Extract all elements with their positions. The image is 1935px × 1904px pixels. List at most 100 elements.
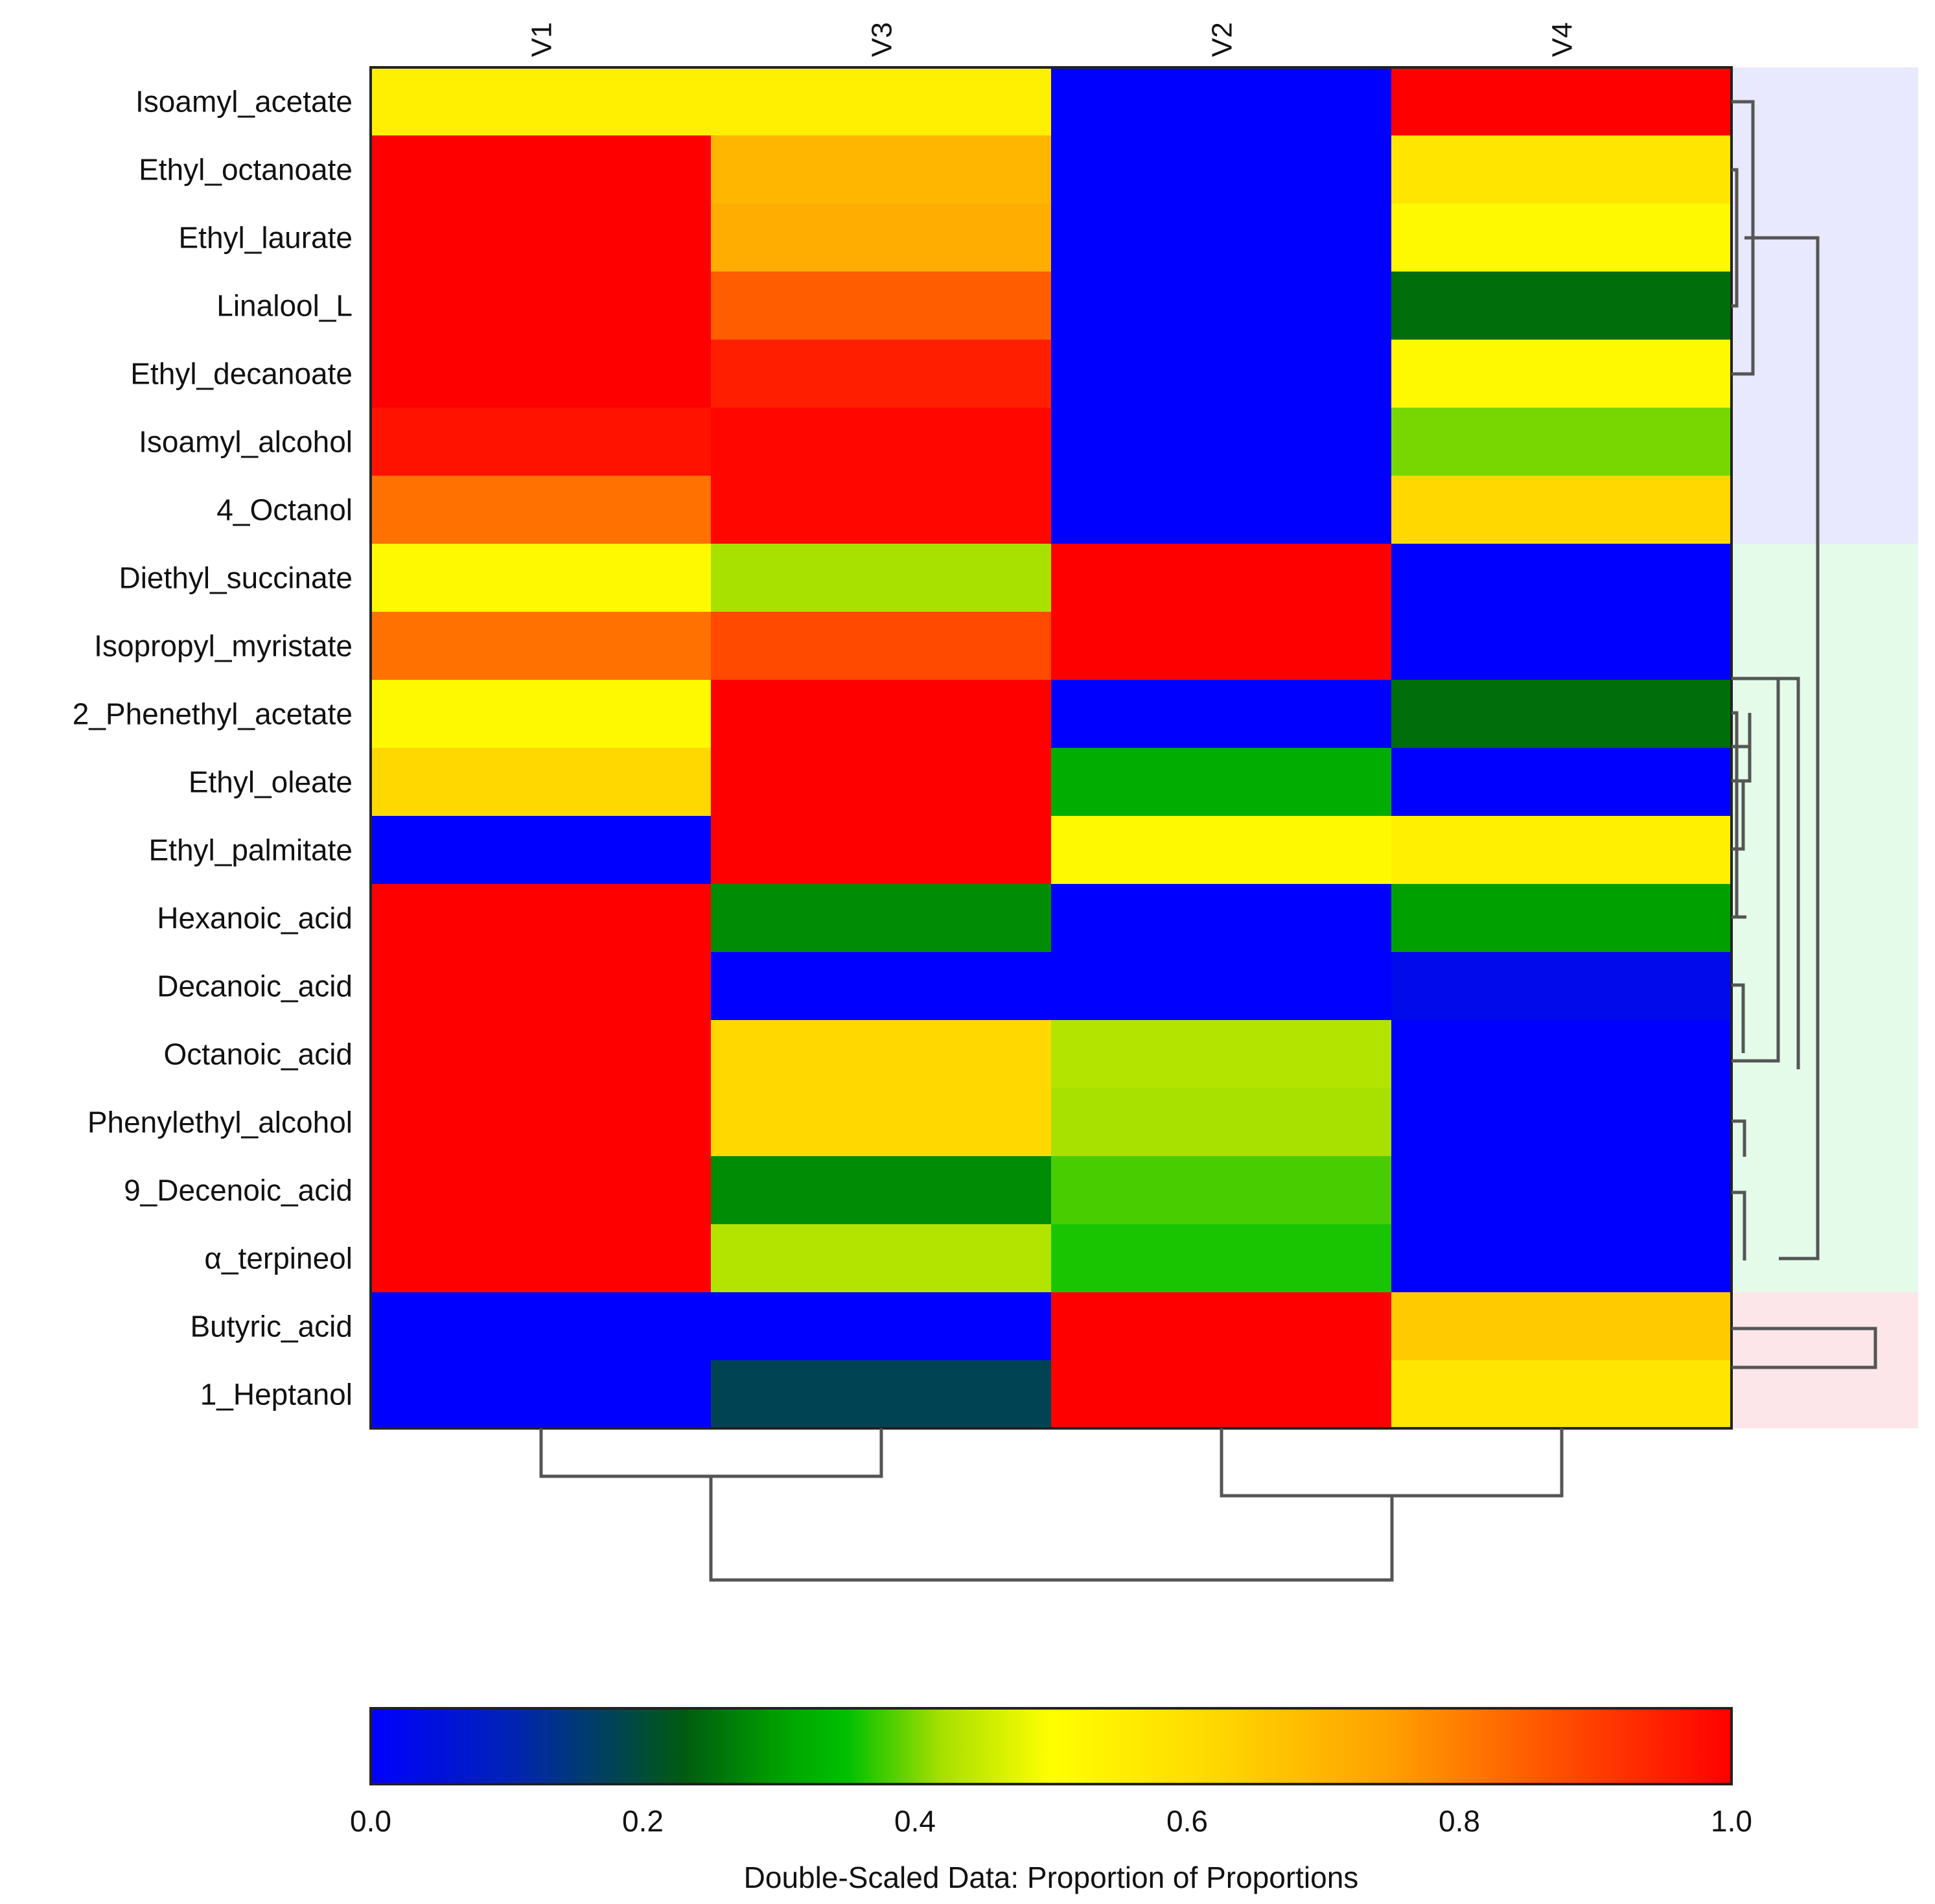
heatmap-cell — [1051, 135, 1392, 204]
heatmap-cell — [371, 680, 712, 749]
heatmap-cell — [1051, 203, 1392, 272]
heatmap-cell — [371, 1088, 712, 1157]
heatmap-cell — [1051, 408, 1392, 476]
heatmap-cell — [1391, 67, 1732, 136]
heatmap-cell — [711, 612, 1052, 680]
column-dendrogram-branches — [539, 1428, 1564, 1582]
row-label: Ethyl_palmitate — [149, 833, 353, 867]
heatmap-cell — [1051, 1156, 1392, 1225]
heatmap-cell — [1391, 476, 1732, 544]
row-label: Isopropyl_myristate — [94, 629, 353, 663]
heatmap-cell — [711, 1156, 1052, 1225]
row-label: Ethyl_laurate — [179, 221, 353, 255]
heatmap-cell — [371, 135, 712, 204]
row-label: 2_Phenethyl_acetate — [73, 697, 353, 731]
heatmap-cell — [1051, 1292, 1392, 1361]
column-dendrogram — [539, 1428, 1564, 1582]
colorbar — [369, 1707, 1733, 1785]
heatmap-cell — [1051, 680, 1392, 749]
heatmap-cell — [371, 408, 712, 476]
heatmap-cell — [1391, 408, 1732, 476]
heatmap-cell — [1051, 1360, 1392, 1429]
heatmap-cell — [1391, 272, 1732, 340]
heatmap-cell — [1051, 612, 1392, 680]
row-label: Diethyl_succinate — [119, 561, 353, 595]
colorbar-tick-label: 0.0 — [350, 1804, 391, 1838]
row-label: Butyric_acid — [190, 1310, 353, 1343]
heatmap-cell — [711, 272, 1052, 340]
column-labels: V1 V3 V2 V4 — [526, 22, 1579, 57]
heatmap-cell — [711, 476, 1052, 544]
heatmap-cell — [1051, 1088, 1392, 1157]
heatmap-cell — [1051, 816, 1392, 885]
heatmap-cell — [1051, 340, 1392, 408]
heatmap-cell — [1391, 1360, 1732, 1429]
row-label: Isoamyl_alcohol — [139, 425, 353, 459]
heatmap-cell — [711, 135, 1052, 204]
heatmap-cell — [711, 408, 1052, 476]
row-label: Phenylethyl_alcohol — [87, 1106, 353, 1139]
heatmap-cell — [1391, 680, 1732, 749]
heatmap-cell — [711, 680, 1052, 749]
row-label: Ethyl_octanoate — [139, 153, 353, 187]
heatmap-cell — [711, 952, 1052, 1021]
heatmap-cell — [1391, 612, 1732, 680]
heatmap-cell — [1391, 1292, 1732, 1361]
column-label: V3 — [866, 22, 898, 57]
heatmap-cell — [1051, 544, 1392, 612]
heatmap-cell — [1051, 476, 1392, 544]
row-label: α_terpineol — [204, 1242, 353, 1275]
heatmap-cell — [1391, 203, 1732, 272]
heatmap-cell — [711, 1360, 1052, 1429]
colorbar-title: Double-Scaled Data: Proportion of Propor… — [744, 1861, 1359, 1894]
heatmap-cell — [371, 884, 712, 953]
heatmap-cell — [371, 67, 712, 136]
column-label: V1 — [526, 22, 558, 57]
heatmap-cell — [371, 272, 712, 340]
heatmap-cell — [371, 340, 712, 408]
row-dendrogram — [1732, 100, 1877, 1369]
row-label: Linalool_L — [216, 289, 353, 323]
heatmap-cell — [371, 1224, 712, 1293]
heatmap-cell — [371, 1020, 712, 1089]
row-dendrogram-branches — [1732, 100, 1877, 1369]
heatmap-cell — [1051, 1020, 1392, 1089]
heatmap-cell — [711, 1224, 1052, 1293]
heatmap-cell — [371, 203, 712, 272]
colorbar-tick-label: 0.2 — [622, 1804, 664, 1838]
heatmap-cell — [711, 748, 1052, 817]
row-label: Ethyl_decanoate — [130, 357, 353, 391]
heatmap-cell — [371, 952, 712, 1021]
heatmap-cell — [1391, 1020, 1732, 1089]
colorbar-tick-label: 0.6 — [1166, 1804, 1208, 1838]
row-label: Ethyl_oleate — [189, 765, 353, 799]
heatmap-cell — [711, 544, 1052, 612]
heatmap-cell — [1391, 340, 1732, 408]
row-label: Isoamyl_acetate — [135, 85, 353, 119]
heatmap-cell — [1391, 1156, 1732, 1225]
heatmap-cell — [1391, 135, 1732, 204]
heatmap-cell — [1051, 67, 1392, 136]
cluster-band-cluster-1 — [1732, 67, 1918, 544]
colorbar-tick-label: 0.4 — [894, 1804, 936, 1838]
heatmap-cell — [371, 1292, 712, 1361]
heatmap-cell — [371, 748, 712, 817]
heatmap-cell — [1391, 1224, 1732, 1293]
heatmap-cell — [371, 612, 712, 680]
heatmap-cell — [1051, 748, 1392, 817]
row-label: Hexanoic_acid — [157, 901, 353, 935]
heatmap-cell — [371, 544, 712, 612]
colorbar-tick-labels: 0.0 0.2 0.4 0.6 0.8 1.0 — [350, 1804, 1752, 1838]
row-label: 9_Decenoic_acid — [124, 1174, 353, 1207]
heatmap-cell — [1391, 748, 1732, 817]
heatmap-cell — [1051, 272, 1392, 340]
row-cluster-bands — [1732, 67, 1918, 1428]
row-label: 4_Octanol — [216, 493, 353, 527]
heatmap-cell — [371, 476, 712, 544]
heatmap-cell — [711, 1088, 1052, 1157]
heatmap-cell — [1391, 1088, 1732, 1157]
heatmap-cell — [711, 1020, 1052, 1089]
heatmap-cell — [1391, 952, 1732, 1021]
heatmap-cell — [711, 203, 1052, 272]
heatmap-cell — [711, 67, 1052, 136]
